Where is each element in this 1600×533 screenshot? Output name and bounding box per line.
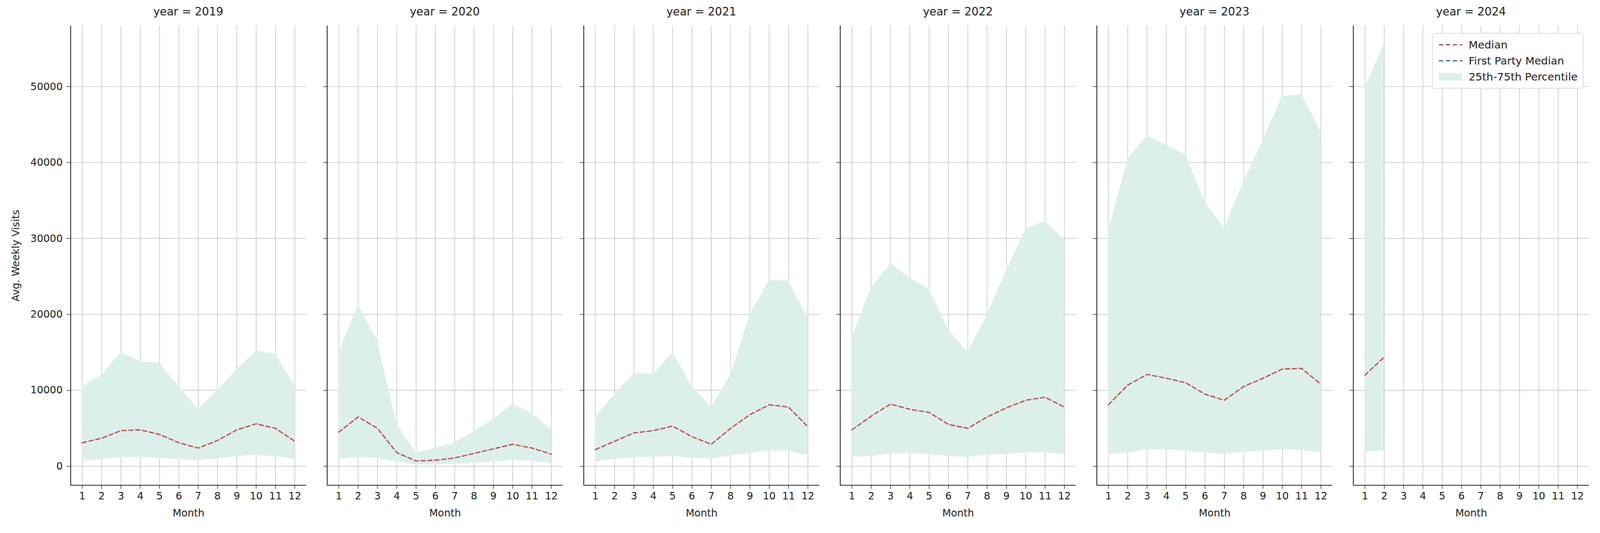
svg-text:6: 6 (1201, 490, 1208, 502)
svg-text:4: 4 (137, 490, 144, 502)
svg-text:7: 7 (708, 490, 715, 502)
svg-text:12: 12 (545, 490, 558, 502)
svg-text:30000: 30000 (30, 232, 63, 245)
svg-text:9: 9 (1516, 490, 1523, 502)
svg-text:20000: 20000 (30, 308, 63, 320)
html-text:First Party Median: First Party Median (1468, 54, 1565, 68)
svg-text:4: 4 (650, 490, 657, 502)
svg-text:Month: Month (942, 507, 975, 519)
svg-text:11: 11 (1294, 490, 1308, 502)
svg-text:10: 10 (249, 490, 263, 502)
svg-text:6: 6 (432, 490, 439, 502)
svg-text:8: 8 (470, 490, 478, 502)
html-text:year = 2020: year = 2020 (409, 5, 480, 19)
svg-text:8: 8 (727, 490, 734, 502)
svg-text:10000: 10000 (30, 384, 63, 396)
svg-text:9: 9 (746, 490, 754, 502)
svg-text:11: 11 (1551, 490, 1565, 502)
svg-text:12: 12 (1314, 490, 1328, 502)
html-text:year = 2019: year = 2019 (153, 5, 224, 19)
html-text:year = 2021: year = 2021 (666, 5, 737, 19)
svg-text:0: 0 (56, 460, 63, 472)
svg-text:12: 12 (1571, 490, 1584, 502)
svg-text:6: 6 (688, 490, 695, 502)
svg-text:1: 1 (592, 490, 599, 502)
html-text:year = 2023: year = 2023 (1179, 5, 1250, 19)
svg-text:3: 3 (117, 490, 125, 502)
svg-text:4: 4 (1419, 490, 1427, 502)
svg-text:9: 9 (490, 490, 497, 502)
svg-text:6: 6 (1458, 490, 1465, 502)
svg-text:1: 1 (335, 490, 342, 502)
svg-text:7: 7 (451, 490, 459, 502)
svg-text:8: 8 (984, 490, 991, 502)
svg-text:5: 5 (669, 490, 676, 502)
html-text:year = 2022: year = 2022 (922, 5, 993, 19)
svg-text:8: 8 (214, 490, 221, 502)
html-text:25th-75th Percentile: 25th-75th Percentile (1468, 70, 1578, 84)
svg-text:9: 9 (1259, 490, 1267, 502)
svg-text:10: 10 (1275, 490, 1289, 502)
svg-text:Avg. Weekly Visits: Avg. Weekly Visits (9, 209, 22, 302)
svg-text:3: 3 (1144, 490, 1151, 502)
svg-text:5: 5 (1182, 490, 1189, 502)
svg-text:10: 10 (1019, 490, 1032, 502)
svg-text:11: 11 (781, 490, 795, 502)
svg-text:7: 7 (195, 490, 202, 502)
svg-text:2: 2 (611, 490, 618, 502)
html-text:year = 2024: year = 2024 (1435, 5, 1506, 19)
svg-text:12: 12 (1058, 490, 1071, 502)
svg-text:Month: Month (1198, 507, 1231, 519)
svg-text:1: 1 (848, 490, 855, 502)
svg-text:2: 2 (1124, 490, 1131, 502)
svg-text:1: 1 (1105, 490, 1112, 502)
svg-text:9: 9 (233, 490, 240, 502)
svg-text:11: 11 (268, 490, 282, 502)
svg-text:11: 11 (1038, 490, 1052, 502)
svg-text:11: 11 (525, 490, 539, 502)
svg-text:7: 7 (964, 490, 972, 502)
svg-text:Month: Month (685, 507, 718, 519)
svg-text:3: 3 (887, 490, 894, 502)
svg-text:12: 12 (288, 490, 302, 502)
svg-text:7: 7 (1221, 490, 1228, 502)
svg-text:8: 8 (1240, 490, 1247, 502)
svg-text:Month: Month (429, 507, 462, 519)
svg-text:7: 7 (1477, 490, 1485, 502)
svg-text:3: 3 (374, 490, 381, 502)
svg-text:9: 9 (1003, 490, 1010, 502)
svg-text:40000: 40000 (30, 156, 63, 168)
svg-text:4: 4 (393, 490, 400, 502)
svg-text:10: 10 (1532, 490, 1546, 502)
svg-text:6: 6 (175, 490, 182, 502)
svg-text:4: 4 (906, 490, 914, 502)
svg-text:50000: 50000 (30, 80, 63, 93)
svg-text:2: 2 (98, 490, 105, 502)
svg-text:4: 4 (1163, 490, 1170, 502)
svg-text:8: 8 (1497, 490, 1504, 502)
svg-text:2: 2 (867, 490, 875, 502)
svg-text:Month: Month (1455, 507, 1488, 519)
svg-text:3: 3 (1400, 490, 1407, 502)
svg-text:10: 10 (762, 490, 776, 502)
svg-text:5: 5 (1438, 490, 1446, 502)
svg-text:1: 1 (1361, 490, 1368, 502)
svg-text:Month: Month (172, 507, 205, 519)
svg-text:1: 1 (78, 490, 86, 502)
svg-text:12: 12 (801, 490, 815, 502)
svg-text:6: 6 (945, 490, 952, 502)
svg-text:10: 10 (506, 490, 519, 502)
svg-text:5: 5 (156, 490, 163, 502)
svg-text:2: 2 (1380, 490, 1388, 502)
svg-text:5: 5 (925, 490, 933, 502)
svg-text:5: 5 (412, 490, 420, 502)
html-text:Median: Median (1468, 38, 1508, 52)
svg-text:3: 3 (630, 490, 638, 502)
svg-text:2: 2 (354, 490, 362, 502)
